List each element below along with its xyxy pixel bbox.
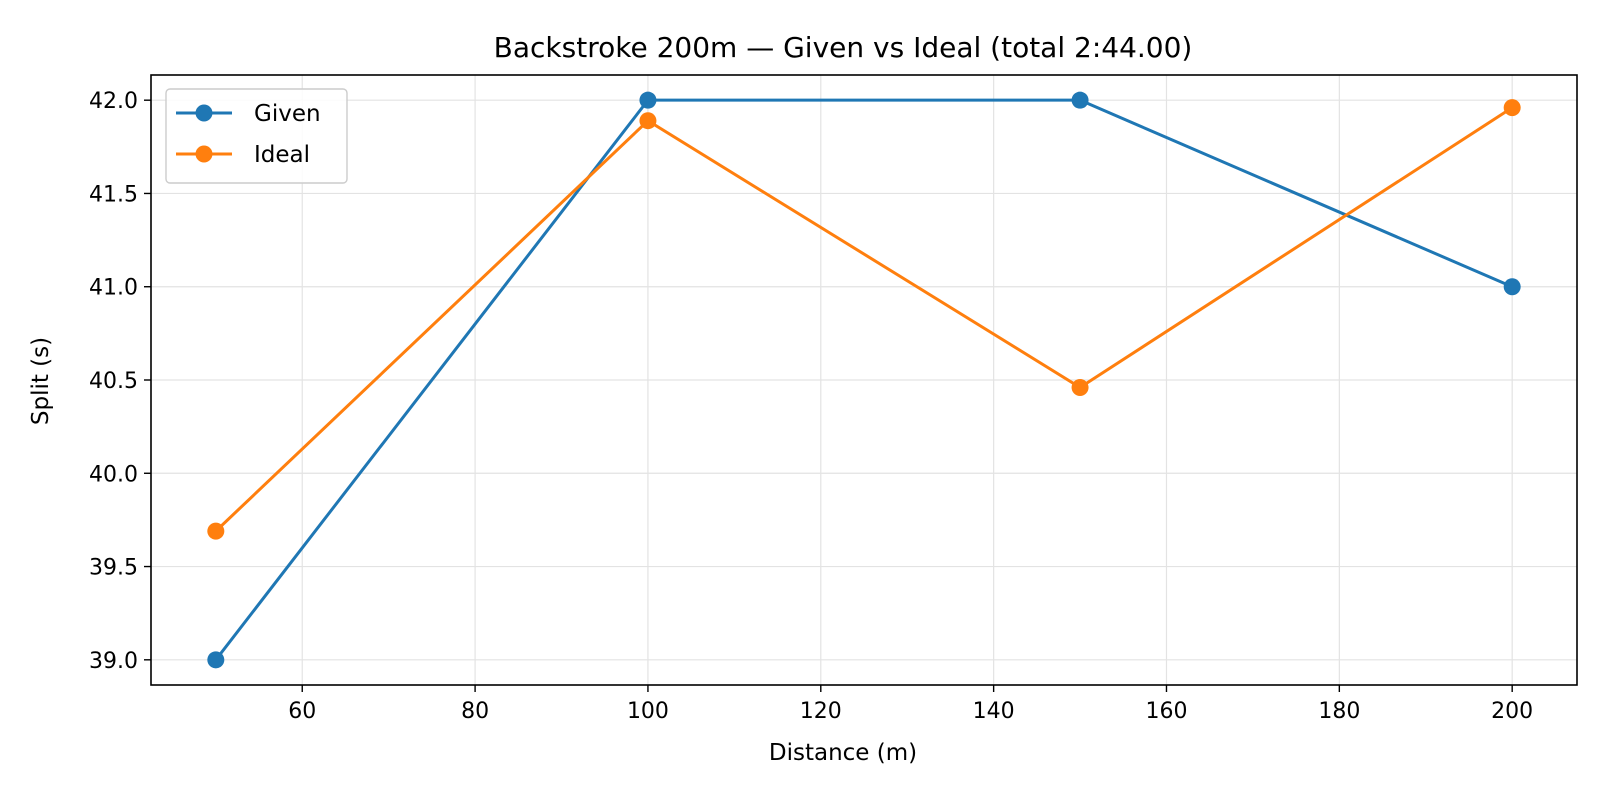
x-tick-label: 80 xyxy=(461,699,489,724)
x-tick-label: 140 xyxy=(973,699,1015,724)
legend-item: Ideal xyxy=(176,142,310,168)
x-axis-ticks: 60 80 100 120 140 160 180 200 xyxy=(288,685,1533,724)
series-line xyxy=(214,106,1513,533)
series-layer xyxy=(207,91,1521,669)
legend-label: Given xyxy=(254,101,321,127)
y-axis-label: Split (s) xyxy=(28,337,54,425)
data-point xyxy=(1071,91,1089,109)
y-tick-label: 42.0 xyxy=(89,89,138,114)
series-given xyxy=(207,91,1521,669)
y-tick-label: 41.5 xyxy=(89,182,138,207)
data-point xyxy=(1071,378,1089,396)
x-tick-label: 200 xyxy=(1491,699,1533,724)
x-tick-label: 60 xyxy=(288,699,316,724)
x-tick-label: 180 xyxy=(1318,699,1360,724)
data-point xyxy=(1503,278,1521,296)
x-tick-label: 160 xyxy=(1145,699,1187,724)
data-point xyxy=(639,112,657,130)
y-tick-label: 41.0 xyxy=(89,276,138,301)
series-line xyxy=(214,98,1513,661)
x-tick-label: 120 xyxy=(800,699,842,724)
data-point xyxy=(207,651,225,669)
chart-title: Backstroke 200m — Given vs Ideal (total … xyxy=(494,31,1193,64)
legend-label: Ideal xyxy=(254,142,310,168)
legend-marker xyxy=(195,145,213,163)
data-point xyxy=(1503,99,1521,117)
data-point xyxy=(639,91,657,109)
x-axis-label: Distance (m) xyxy=(769,740,917,766)
series-ideal xyxy=(207,99,1521,540)
data-point xyxy=(207,522,225,540)
y-tick-label: 40.0 xyxy=(89,462,138,487)
legend-item: Given xyxy=(176,101,321,127)
y-tick-label: 39.0 xyxy=(89,649,138,674)
legend: Given Ideal xyxy=(165,88,348,184)
y-tick-label: 40.5 xyxy=(89,369,138,394)
y-axis-ticks: 39.0 39.5 40.0 40.5 41.0 41.5 42.0 xyxy=(89,89,151,674)
x-tick-label: 100 xyxy=(627,699,669,724)
y-tick-label: 39.5 xyxy=(89,556,138,581)
legend-marker xyxy=(195,104,213,122)
